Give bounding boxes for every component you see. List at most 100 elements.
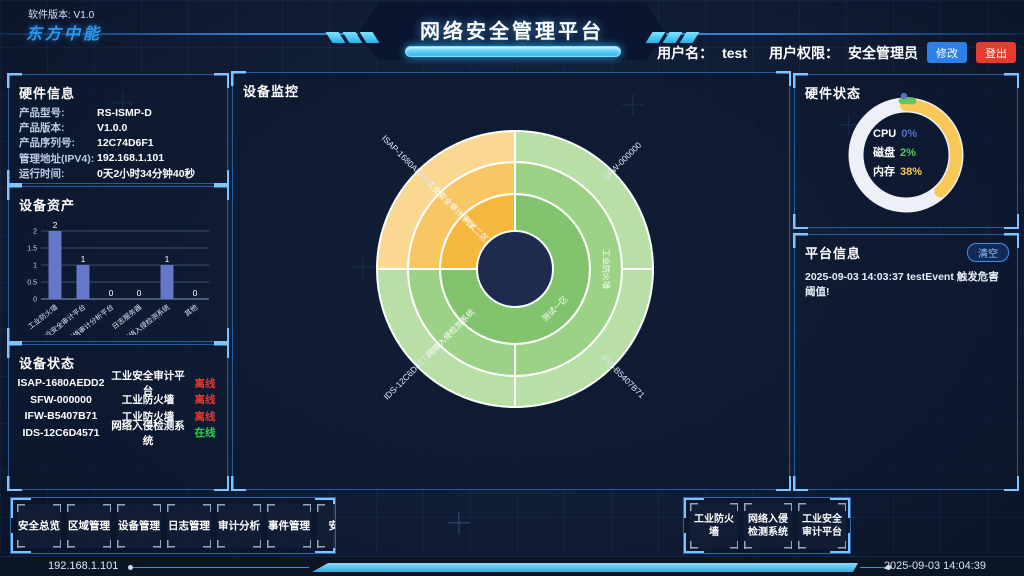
metric-row: 内存 38% (873, 163, 922, 182)
device-status-panel: 设备状态 ISAP-1680AEDD2 工业安全审计平台 离线 SFW-000000… (7, 343, 229, 491)
device-type: 工业安全审计平台 (111, 370, 185, 398)
svg-text:SFW-000000: SFW-000000 (601, 140, 644, 183)
metric-value: 0% (901, 128, 918, 140)
info-row: 运行时间: 0天2小时34分钟40秒 (19, 166, 219, 181)
table-row: ISAP-1680AEDD2 工业安全审计平台 离线 (15, 370, 221, 397)
svg-text:1.5: 1.5 (27, 246, 37, 253)
panel-title: 硬件状态 (805, 86, 862, 101)
info-row: 产品型号: RS-ISMP-D (19, 105, 219, 120)
nav-button-log-management[interactable]: 日志管理 (167, 503, 211, 548)
modify-button[interactable]: 修改 (927, 42, 967, 63)
info-label: 产品序列号: (19, 137, 75, 150)
footer-ip-address: 192.168.1.101 (48, 560, 119, 572)
username-value: test (722, 44, 747, 61)
user-info-bar: 用户名： test 用户权限： 安全管理员 修改 登出 (657, 42, 1016, 63)
footer-dot-decoration (128, 565, 133, 570)
hardware-info-panel: 硬件信息 产品型号: RS-ISMP-D 产品版本: V1.0.0 产品序列号: 12… (7, 73, 229, 185)
status-badge: 在线 (194, 427, 216, 440)
svg-text:0: 0 (109, 288, 114, 298)
nav-button-zone-management[interactable]: 区域管理 (67, 503, 111, 548)
status-badge: 离线 (194, 410, 216, 423)
device-shortcut-toolbar: 工业防火墙 网络入侵检测系统 工业安全审计平台 (683, 497, 851, 554)
username-label: 用户名： (657, 44, 714, 61)
panel-title: 设备资产 (19, 198, 76, 213)
device-type: 网络入侵检测系统 (111, 419, 185, 447)
hardware-metrics: CPU 0% 磁盘 2% 内存 38% (873, 125, 922, 182)
footer-timestamp: 2025-09-03 14:04:39 (883, 560, 986, 572)
panel-title: 设备监控 (243, 84, 300, 99)
clear-button[interactable]: 清空 (967, 243, 1009, 262)
platform-info-panel: 平台信息 清空 2025-09-03 14:03:37 testEvent 触发… (793, 233, 1019, 491)
info-value: 192.168.1.101 (97, 152, 165, 165)
panel-title: 平台信息 (805, 246, 862, 261)
footer-line-decoration (133, 567, 309, 568)
device-type: 工业防火墙 (121, 394, 175, 407)
info-row: 产品序列号: 12C74D6F1 (19, 135, 219, 150)
svg-text:0.5: 0.5 (27, 280, 37, 287)
svg-text:1: 1 (81, 254, 86, 264)
device-assets-bar-chart: 00.511.522工业防火墙1工业安全审计平台0工业网络审计分析平台0日志服务… (26, 220, 209, 335)
nav-button-audit-analysis[interactable]: 审计分析 (217, 503, 261, 548)
metric-label: 磁盘 (873, 147, 895, 159)
platform-message: 2025-09-03 14:03:37 testEvent 触发危害阈值! (805, 271, 999, 298)
svg-text:1: 1 (33, 263, 37, 270)
panel-title: 设备状态 (19, 356, 76, 371)
brand-logo: 东方中能 (26, 26, 103, 43)
grid-plus-mark (448, 512, 470, 534)
device-id: ISAP-1680AEDD2 (17, 377, 105, 390)
info-label: 产品版本: (19, 122, 65, 135)
nav-button-event-management[interactable]: 事件管理 (267, 503, 311, 548)
shortcut-button-audit-platform[interactable]: 工业安全审计平台 (798, 502, 846, 549)
status-badge: 离线 (194, 394, 216, 407)
metric-label: CPU (873, 128, 897, 140)
device-id: IFW-B5407B71 (24, 410, 98, 423)
table-row: SFW-000000 工业防火墙 离线 (15, 392, 221, 409)
logout-button[interactable]: 登出 (976, 42, 1016, 63)
svg-text:2: 2 (33, 229, 37, 236)
info-value: 12C74D6F1 (97, 136, 154, 149)
svg-text:IFW-B5407B71: IFW-B5407B71 (599, 352, 647, 400)
device-status-table: ISAP-1680AEDD2 工业安全审计平台 离线 SFW-000000 工业防火墙… (15, 370, 221, 447)
hardware-info-list: 产品型号: RS-ISMP-D 产品版本: V1.0.0 产品序列号: 12C74D6… (19, 105, 219, 181)
svg-text:2: 2 (53, 220, 58, 230)
permission-label: 用户权限： (769, 44, 839, 61)
hardware-status-panel: 硬件状态 CPU 0% 磁盘 2% 内存 38% (793, 73, 1019, 229)
permission-value: 安全管理员 (848, 44, 918, 61)
shortcut-button-ids[interactable]: 网络入侵检测系统 (744, 502, 792, 549)
status-badge: 离线 (194, 377, 216, 390)
device-assets-panel: 设备资产 0 0.5 1 1.5 2 2 工业防火墙 1 工业安全审计平台 0 工业网络审计分析平台… (7, 185, 229, 343)
main-nav-toolbar: 安全总览 区域管理 设备管理 日志管理 审计分析 事件管理 安全 (10, 497, 336, 554)
metric-value: 38% (900, 166, 923, 178)
info-label: 产品型号: (19, 107, 65, 120)
svg-text:工业防火墙: 工业防火墙 (602, 249, 612, 289)
svg-text:0: 0 (193, 288, 198, 298)
info-value: RS-ISMP-D (97, 106, 152, 119)
nav-button-device-management[interactable]: 设备管理 (117, 503, 161, 548)
footer-line-decoration (860, 567, 886, 568)
title-banner: 网络安全管理平台 (325, 2, 700, 62)
svg-text:其他: 其他 (183, 302, 200, 318)
nav-button-clipped[interactable]: 安全 (317, 503, 335, 548)
svg-text:0: 0 (33, 297, 37, 304)
title-glow-bar (405, 46, 621, 57)
info-label: 管理地址(IPV4): (19, 152, 95, 165)
svg-text:IDS-12C6D4571: IDS-12C6D4571 (382, 350, 433, 401)
info-value: 0天2小时34分钟40秒 (97, 167, 196, 180)
device-monitor-sunburst-chart[interactable]: 测试一区测试二区工业防火墙网络入侵检测系统工业安全审计平台SFW-000000I… (345, 99, 685, 439)
nav-button-security-overview[interactable]: 安全总览 (17, 503, 61, 548)
info-row: 产品版本: V1.0.0 (19, 120, 219, 135)
table-row: IFW-B5407B71 工业防火墙 离线 (15, 408, 221, 425)
table-row: IDS-12C6D4571 网络入侵检测系统 在线 (15, 420, 221, 447)
svg-text:1: 1 (165, 254, 170, 264)
metric-value: 2% (900, 147, 916, 159)
shortcut-button-industrial-firewall[interactable]: 工业防火墙 (690, 502, 738, 549)
device-id: SFW-000000 (30, 393, 92, 406)
metric-label: 内存 (873, 166, 895, 178)
footer-glow-bar (312, 563, 858, 572)
status-bar: 192.168.1.101 2025-09-03 14:04:39 (0, 556, 1024, 576)
panel-title: 硬件信息 (19, 86, 76, 101)
device-id: IDS-12C6D4571 (22, 426, 100, 439)
software-version: 软件版本: V1.0 (28, 10, 95, 21)
svg-text:0: 0 (137, 288, 142, 298)
metric-row: 磁盘 2% (873, 144, 922, 163)
